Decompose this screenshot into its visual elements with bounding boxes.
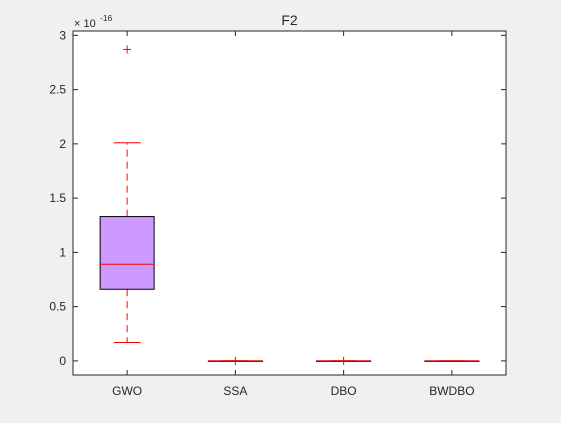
x-tick-label: GWO — [112, 384, 142, 398]
y-tick-label: 2 — [59, 137, 66, 151]
y-tick-label: 2.5 — [49, 83, 66, 97]
outlier-marker — [231, 356, 240, 365]
box-bwdbo — [424, 360, 480, 362]
y-axis: 0 0.5 1 1.5 2 2.5 3 — [49, 28, 506, 368]
y-tick-label: 0 — [59, 354, 66, 368]
x-tick-label: BWDBO — [429, 384, 474, 398]
x-axis: GWO SSA DBO BWDBO — [112, 31, 475, 398]
x-tick-label: DBO — [331, 384, 357, 398]
axes-frame — [72, 30, 507, 376]
box-plot-series — [99, 45, 480, 365]
x-tick-label: SSA — [223, 384, 247, 398]
box-gwo — [99, 45, 155, 343]
y-tick-label: 0.5 — [49, 300, 66, 314]
y-tick-label: 1 — [59, 245, 66, 259]
exponent-power: -16 — [100, 13, 113, 23]
axes-area — [73, 31, 506, 375]
y-tick-label: 1.5 — [49, 191, 66, 205]
exponent-base: × 10 — [74, 18, 96, 30]
iqr-box — [99, 216, 155, 290]
box-ssa — [207, 356, 263, 365]
box-dbo — [316, 356, 372, 365]
y-tick-label: 3 — [59, 28, 66, 42]
outlier-marker — [123, 45, 132, 54]
chart-title: F2 — [281, 12, 298, 28]
y-axis-exponent: × 10 -16 — [74, 13, 113, 30]
outlier-marker — [339, 356, 348, 365]
